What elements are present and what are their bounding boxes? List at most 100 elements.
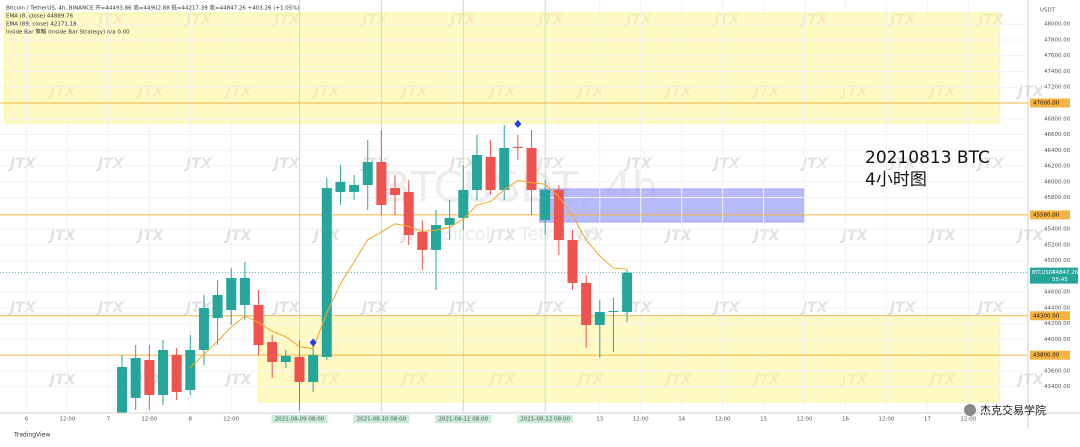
candle-body <box>130 357 141 398</box>
candle-body <box>512 146 523 148</box>
y-tick-label: 45200.00 <box>1044 242 1071 248</box>
legend-line: Inside Bar 策略 (Inside Bar Strategy) n/a … <box>6 28 130 36</box>
level-label-box <box>1030 350 1070 360</box>
candle-body <box>280 355 291 363</box>
x-tick-label: 15 <box>760 417 767 423</box>
y-tick-label: 45800.00 <box>1044 195 1071 201</box>
candle-body <box>540 189 551 221</box>
wechat-icon <box>964 404 976 416</box>
candle-body <box>144 359 155 395</box>
candle-body <box>430 224 441 250</box>
watermark: JTX <box>1015 228 1045 244</box>
y-tick-label: 44600.00 <box>1044 290 1071 296</box>
watermark: JTX <box>575 228 605 244</box>
watermark: JTX <box>799 156 829 172</box>
candle-body <box>212 294 223 318</box>
level-label-box <box>1030 98 1070 108</box>
y-tick-label: 46800.00 <box>1044 116 1071 122</box>
candle-body <box>485 156 496 190</box>
watermark: JTX <box>135 228 165 244</box>
watermark: JTX <box>927 228 957 244</box>
axis-layer: 43400.00 43600.00 44000.00 44200.00 44400.00… <box>25 22 1079 423</box>
candle-body <box>608 310 619 312</box>
candle-body <box>198 307 209 350</box>
y-tick-label: 43400.00 <box>1044 384 1071 390</box>
watermark: JTX <box>839 228 869 244</box>
y-tick-label: 48000.00 <box>1044 22 1071 28</box>
symbol-line: Bitcoin / TetherUS, 4h, BINANCE 开=44493.… <box>6 4 300 12</box>
x-tick-label: 14 <box>678 417 685 423</box>
currency-label: USDT <box>1040 8 1056 14</box>
candle-body <box>226 278 237 311</box>
candle-body <box>253 304 264 345</box>
candle-body <box>335 181 346 192</box>
candle-body <box>185 349 196 390</box>
y-tick-label: 47800.00 <box>1044 37 1071 43</box>
candle-body <box>444 217 455 225</box>
candle-body <box>417 231 428 250</box>
y-tick-label: 43600.00 <box>1044 368 1071 374</box>
annotation: 4小时图 <box>865 170 927 190</box>
candle-body <box>390 188 401 195</box>
x-tick-highlight <box>435 415 492 423</box>
watermark: JTX <box>711 156 741 172</box>
watermark: JTX <box>487 228 517 244</box>
watermark: JTX <box>183 156 213 172</box>
x-tick-label: 12:00 <box>960 417 976 423</box>
annotation: 20210813 BTC <box>865 148 990 168</box>
footer-brand: 杰克交易学院 <box>980 403 1046 417</box>
watermark: JTX <box>223 228 253 244</box>
y-tick-label: 46400.00 <box>1044 148 1071 154</box>
x-tick-highlight <box>271 415 328 423</box>
watermark: JTX <box>1015 84 1045 100</box>
y-tick-label: 46000.00 <box>1044 179 1071 185</box>
price-label-name: BTCUSDT <box>1032 270 1056 276</box>
y-tick-label: 44000.00 <box>1044 337 1071 343</box>
watermark: JTX <box>47 372 77 388</box>
y-tick-label: 45000.00 <box>1044 258 1071 264</box>
x-tick-label: 8 <box>189 417 193 423</box>
candle-body <box>239 278 250 305</box>
level-label: 43800.00 <box>1033 353 1060 359</box>
x-tick-label: 12:00 <box>797 417 813 423</box>
level-label-box <box>1030 210 1070 220</box>
level-label: 45580.00 <box>1033 212 1060 218</box>
signal-marker <box>309 338 317 347</box>
candle-body <box>376 162 387 205</box>
watermark: JTX <box>271 156 301 172</box>
y-tick-label: 47600.00 <box>1044 53 1071 59</box>
x-tick-label: 7 <box>107 417 111 423</box>
x-tick-label: 12:00 <box>633 417 649 423</box>
candle-body <box>362 162 373 186</box>
x-tick-label: 2021-08-09 08:00 <box>275 417 325 423</box>
candle-body <box>157 349 168 395</box>
price-label-box <box>1030 267 1078 284</box>
x-tick-label: 16 <box>842 417 849 423</box>
candle-body <box>349 185 360 192</box>
legend-line: EMA (89, close) 42171.18 <box>6 22 77 28</box>
level-label-box <box>1030 311 1070 321</box>
watermark: JTX <box>751 228 781 244</box>
level-label: 44300.00 <box>1033 313 1060 319</box>
candle-body <box>117 366 128 413</box>
candle-body <box>308 355 319 382</box>
x-tick-label: 2021-08-10 08:00 <box>357 417 407 423</box>
candle-body <box>267 341 278 363</box>
candle-body <box>471 155 482 190</box>
candle-body <box>458 189 469 218</box>
candle-body <box>321 188 332 357</box>
signal-marker <box>514 119 522 128</box>
x-tick-label: 2021-08-12 08:00 <box>520 417 570 423</box>
y-tick-label: 47400.00 <box>1044 69 1071 75</box>
candle-body <box>526 147 537 190</box>
y-tick-label: 46600.00 <box>1044 132 1071 138</box>
watermark: JTX <box>447 156 477 172</box>
candle-body <box>622 272 633 312</box>
x-tick-label: 2021-08-11 08:00 <box>439 417 489 423</box>
watermark: JTX <box>975 156 1005 172</box>
x-tick-label: 12:00 <box>223 417 239 423</box>
y-tick-label: 44400.00 <box>1044 305 1071 311</box>
x-tick-label: 12:00 <box>141 417 157 423</box>
x-tick-label: 6 <box>25 417 29 423</box>
